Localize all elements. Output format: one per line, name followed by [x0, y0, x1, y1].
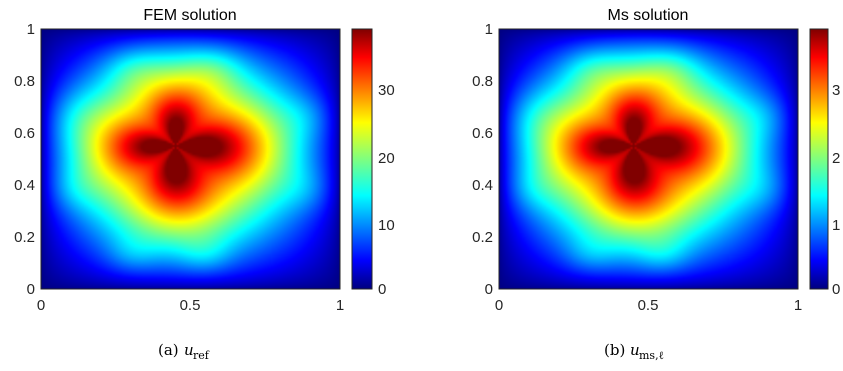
colorbar-tick-label: 30 — [378, 82, 395, 99]
caption-label: (b) — [604, 341, 625, 359]
y-tick-label: 0.4 — [472, 177, 493, 194]
y-tick-label: 0.6 — [14, 125, 35, 142]
panel-title: Ms solution — [608, 7, 689, 24]
panel-ms: Ms solution 0 0.2 0.4 0.6 0.8 1 0 0.5 1 … — [472, 7, 840, 362]
colorbar-tick-label: 3 — [832, 82, 840, 99]
caption-subscript: ref — [193, 349, 210, 362]
x-tick-label: 0.5 — [638, 297, 659, 314]
x-tick-label: 0 — [495, 297, 503, 314]
caption-math: u — [184, 341, 194, 359]
x-axis: 0 0.5 1 — [37, 297, 344, 314]
caption-subscript: ms,ℓ — [639, 349, 664, 362]
y-tick-label: 1 — [485, 21, 493, 38]
y-tick-label: 0.2 — [14, 229, 35, 246]
caption-label: (a) — [158, 341, 179, 359]
heatmap-image — [499, 29, 798, 289]
caption-math: u — [630, 341, 640, 359]
plot-frame — [498, 28, 799, 290]
heatmap-image — [41, 29, 340, 289]
x-tick-label: 0 — [37, 297, 45, 314]
x-tick-label: 0.5 — [180, 297, 201, 314]
caption: (b) u ms,ℓ — [604, 341, 664, 362]
colorbar: 0 10 20 30 — [351, 28, 395, 298]
y-tick-label: 0.4 — [14, 177, 35, 194]
plot-frame — [40, 28, 341, 290]
y-axis: 0 0.2 0.4 0.6 0.8 1 — [14, 21, 35, 298]
colorbar-tick-label: 1 — [832, 217, 840, 234]
colorbar-tick-label: 0 — [378, 281, 386, 298]
y-tick-label: 0 — [485, 281, 493, 298]
colorbar-tick-label: 20 — [378, 150, 395, 167]
y-tick-label: 0.8 — [472, 73, 493, 90]
y-axis: 0 0.2 0.4 0.6 0.8 1 — [472, 21, 493, 298]
colorbar-gradient — [352, 29, 372, 289]
colorbar-frame — [809, 28, 829, 290]
x-tick-label: 1 — [794, 297, 802, 314]
x-axis: 0 0.5 1 — [495, 297, 802, 314]
x-tick-label: 1 — [336, 297, 344, 314]
colorbar: 0 1 2 3 — [809, 28, 840, 298]
colorbar-frame — [351, 28, 373, 290]
y-tick-label: 0 — [27, 281, 35, 298]
caption: (a) u ref — [158, 341, 210, 362]
panel-fem: FEM solution 0 0.2 0.4 0.6 0.8 1 0 0.5 1… — [14, 7, 395, 362]
y-tick-label: 0.8 — [14, 73, 35, 90]
y-tick-label: 0.6 — [472, 125, 493, 142]
colorbar-tick-label: 0 — [832, 281, 840, 298]
colorbar-gradient — [810, 29, 828, 289]
y-tick-label: 1 — [27, 21, 35, 38]
colorbar-tick-label: 10 — [378, 217, 395, 234]
colorbar-tick-label: 2 — [832, 150, 840, 167]
y-tick-label: 0.2 — [472, 229, 493, 246]
panel-title: FEM solution — [143, 7, 236, 24]
